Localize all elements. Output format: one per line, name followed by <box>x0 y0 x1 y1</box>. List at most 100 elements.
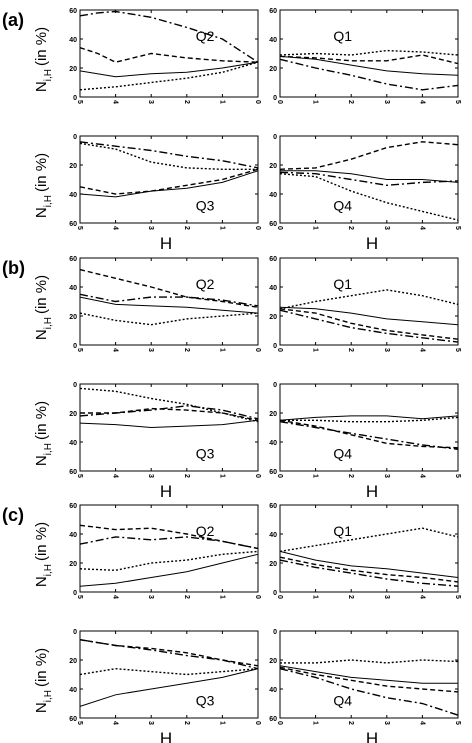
y-tick-label: 20 <box>269 561 277 568</box>
series-line <box>79 312 259 326</box>
plot-frame <box>279 630 459 719</box>
x-tick-label: 3 <box>383 474 390 478</box>
x-tick-label: 1 <box>312 226 319 230</box>
x-tick-label: 0 <box>254 595 261 599</box>
quadrant-label: Q4 <box>333 198 352 214</box>
quadrant-label: Q1 <box>333 276 352 292</box>
series-line <box>279 415 459 421</box>
x-tick-label: 4 <box>418 100 425 104</box>
panel-q4: 0 1 2 3 4 5 0 20 40 60 Q4 <box>269 382 461 478</box>
x-tick-label: 4 <box>418 595 425 599</box>
series-line <box>79 168 259 195</box>
x-axis-label: H <box>160 234 172 253</box>
panel-q3: 5 4 3 2 1 0 0 20 40 60 Q3 <box>69 134 261 230</box>
plot-frame <box>79 383 259 472</box>
panel-q4: 0 1 2 3 4 5 0 20 40 60 Q4 <box>269 134 461 230</box>
x-tick-label: 1 <box>218 595 225 599</box>
x-tick-label: 3 <box>383 595 390 599</box>
x-tick-label: 1 <box>312 721 319 725</box>
series-line <box>79 553 259 587</box>
y-tick-label: 60 <box>69 716 77 723</box>
x-tick-label: 5 <box>76 721 83 725</box>
x-tick-label: 2 <box>347 474 354 478</box>
x-tick-label: 2 <box>183 474 190 478</box>
y-tick-label: 0 <box>273 629 277 636</box>
series-line <box>279 559 459 587</box>
x-tick-label: 4 <box>112 100 119 104</box>
series-line <box>279 665 458 684</box>
y-tick-label: 40 <box>69 37 77 44</box>
y-axis-label: Ni,H(in %) <box>33 27 54 92</box>
x-tick-label: 0 <box>254 100 261 104</box>
x-tick-label: 2 <box>347 226 354 230</box>
quadrant-label: Q2 <box>196 28 215 44</box>
series-line <box>279 668 459 716</box>
series-line <box>79 170 259 198</box>
panel-q1: 0 1 2 3 4 5 0 20 40 60 Q1 <box>269 8 461 104</box>
x-tick-label: 5 <box>76 226 83 230</box>
x-tick-label: 2 <box>183 348 190 352</box>
plot-frame <box>79 9 259 98</box>
x-tick-label: 5 <box>76 348 83 352</box>
series-line <box>79 550 259 572</box>
series-line <box>80 407 259 421</box>
plot-frame <box>79 135 259 224</box>
y-tick-label: 40 <box>269 687 277 694</box>
series-line <box>79 667 259 676</box>
y-tick-label: 60 <box>69 503 77 510</box>
series-line <box>79 639 259 670</box>
x-axis-label: H <box>366 482 378 501</box>
group-label: (c) <box>2 505 24 525</box>
y-tick-label: 20 <box>269 314 277 321</box>
series-line <box>279 54 459 65</box>
y-axis-label: Ni,H(in %) <box>33 153 54 218</box>
x-tick-label: 5 <box>76 474 83 478</box>
series-line <box>279 58 459 91</box>
series-line <box>79 668 259 707</box>
panel-q1: 0 1 2 3 4 5 0 20 40 60 Q1 <box>269 256 461 352</box>
x-tick-label: 0 <box>276 721 283 725</box>
series-line <box>279 141 459 170</box>
y-axis-label: Ni,H(in %) <box>33 522 54 587</box>
panel-q2: 5 4 3 2 1 0 0 20 40 60 Q2 <box>69 503 261 599</box>
x-tick-label: 5 <box>76 595 83 599</box>
series-line <box>279 49 459 56</box>
y-tick-label: 0 <box>273 382 277 389</box>
quadrant-label: Q4 <box>333 446 352 462</box>
panel-q1: 0 1 2 3 4 5 0 20 40 60 Q1 <box>269 503 461 599</box>
plot-frame <box>279 504 459 593</box>
plot-frame <box>279 135 459 224</box>
y-tick-label: 0 <box>73 590 77 597</box>
x-tick-label: 4 <box>112 595 119 599</box>
y-tick-label: 0 <box>273 95 277 102</box>
y-tick-label: 40 <box>269 285 277 292</box>
x-tick-label: 2 <box>183 721 190 725</box>
series-line <box>79 61 259 78</box>
series-line <box>279 527 459 553</box>
x-tick-label: 1 <box>218 474 225 478</box>
x-tick-label: 3 <box>383 100 390 104</box>
x-tick-label: 2 <box>183 100 190 104</box>
y-tick-label: 60 <box>269 8 277 15</box>
series-line <box>79 524 259 550</box>
x-tick-label: 4 <box>418 226 425 230</box>
x-tick-label: 2 <box>183 226 190 230</box>
series-line <box>279 55 459 76</box>
x-tick-label: 1 <box>218 348 225 352</box>
x-tick-label: 4 <box>112 226 119 230</box>
y-tick-label: 40 <box>269 440 277 447</box>
x-axis-label: H <box>160 729 172 743</box>
x-tick-label: 2 <box>347 348 354 352</box>
y-tick-label: 0 <box>73 134 77 141</box>
y-tick-label: 20 <box>69 658 77 665</box>
x-tick-label: 0 <box>254 226 261 230</box>
series-line <box>279 421 459 450</box>
x-tick-label: 4 <box>418 474 425 478</box>
series-line <box>279 306 459 326</box>
panel-q4: 0 1 2 3 4 5 0 20 40 60 Q4 <box>269 629 461 725</box>
y-tick-label: 40 <box>69 532 77 539</box>
series-line <box>79 536 259 550</box>
series-line <box>279 173 459 221</box>
series-line <box>79 142 258 171</box>
y-tick-label: 0 <box>273 134 277 141</box>
